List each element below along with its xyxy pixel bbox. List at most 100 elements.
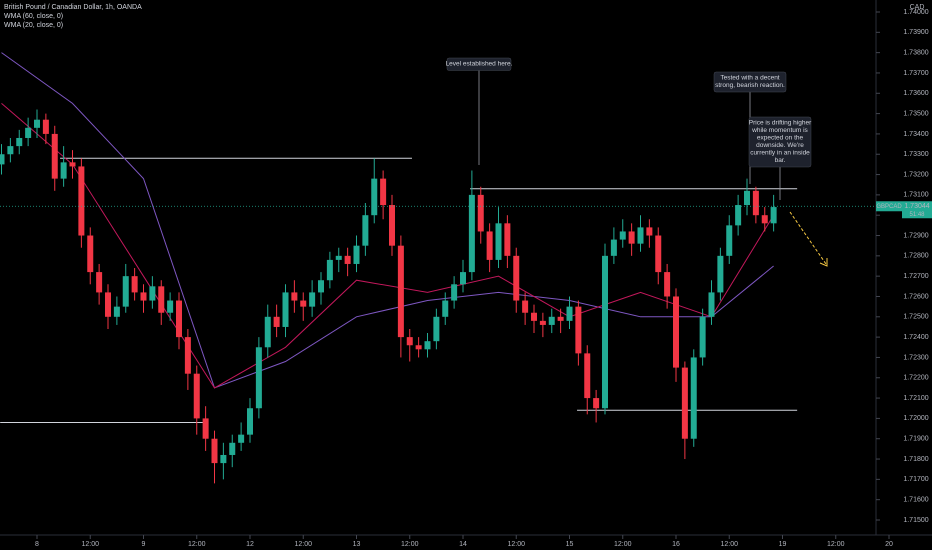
y-tick-label: 1.72600 bbox=[903, 293, 928, 300]
candle-body bbox=[486, 231, 493, 260]
candle-body bbox=[522, 300, 529, 313]
y-tick-label: 1.73300 bbox=[903, 151, 928, 158]
candle-body bbox=[309, 292, 316, 307]
countdown: 51:48 bbox=[909, 212, 925, 218]
candle-body bbox=[300, 300, 307, 307]
candle-body bbox=[744, 190, 750, 206]
candle-body bbox=[25, 127, 32, 138]
candle-body bbox=[566, 306, 573, 321]
y-tick-label: 1.73500 bbox=[903, 110, 928, 117]
candle-body bbox=[673, 296, 679, 368]
candle-body bbox=[664, 272, 671, 297]
y-tick-label: 1.72800 bbox=[903, 253, 928, 260]
y-tick-label: 1.74000 bbox=[903, 9, 928, 16]
wma-line bbox=[1, 103, 775, 389]
forecast-arrowhead bbox=[819, 258, 828, 267]
y-tick-label: 1.71600 bbox=[903, 497, 928, 504]
candle-body bbox=[344, 255, 351, 264]
annotations: Level established here. Tested with a dec… bbox=[446, 57, 828, 267]
candle-body bbox=[202, 418, 209, 439]
candle-body bbox=[380, 178, 387, 206]
candle-body bbox=[575, 306, 582, 354]
candle-body bbox=[0, 154, 5, 165]
candle-body bbox=[140, 292, 147, 301]
y-tick-label: 1.72700 bbox=[903, 273, 928, 280]
candle-body bbox=[273, 316, 280, 327]
candle-body bbox=[548, 316, 555, 325]
x-tick-label: 14 bbox=[459, 541, 467, 548]
x-tick-label: 12:00 bbox=[720, 541, 738, 548]
candle-body bbox=[531, 312, 537, 321]
x-tick-label: 12:00 bbox=[507, 541, 525, 548]
symbol-label: GBPCAD bbox=[876, 204, 902, 210]
legend-entry: WMA (60, close, 0) bbox=[4, 13, 63, 20]
candle-body bbox=[238, 434, 245, 443]
candle-body bbox=[619, 231, 626, 240]
candle-body bbox=[699, 316, 706, 358]
candle-body bbox=[610, 239, 617, 256]
y-tick-label: 1.72100 bbox=[903, 395, 928, 402]
candle-body bbox=[211, 438, 218, 464]
candle-body bbox=[655, 235, 662, 273]
price-box bbox=[902, 201, 932, 219]
candle-body bbox=[770, 207, 777, 224]
candle-body bbox=[451, 284, 458, 301]
candle-body bbox=[690, 357, 697, 439]
x-tick-label: 9 bbox=[142, 541, 146, 548]
callout-text: bar. bbox=[775, 157, 786, 164]
wma-line bbox=[1, 52, 774, 389]
candle-body bbox=[646, 227, 653, 236]
candle-body bbox=[735, 205, 742, 226]
candle-body bbox=[460, 272, 466, 285]
candle-body bbox=[122, 276, 129, 307]
candle-body bbox=[353, 245, 360, 264]
x-tick-label: 20 bbox=[885, 541, 893, 548]
x-tick-label: 12:00 bbox=[401, 541, 419, 548]
y-tick-label: 1.73800 bbox=[903, 49, 928, 56]
y-tick-label: 1.73900 bbox=[903, 29, 928, 36]
candle-body bbox=[752, 190, 759, 216]
y-tick-label: 1.73100 bbox=[903, 192, 928, 199]
callout-text: strong, bearish reaction. bbox=[715, 82, 785, 89]
header: British Pound / Canadian Dollar, 1h, OAN… bbox=[4, 4, 142, 29]
candle-body bbox=[247, 408, 253, 435]
candle-body bbox=[371, 178, 378, 216]
y-tick-label: 1.72200 bbox=[903, 375, 928, 382]
candle-body bbox=[681, 367, 688, 439]
x-tick-label: 12:00 bbox=[188, 541, 206, 548]
x-tick-label: 12:00 bbox=[81, 541, 99, 548]
y-tick-label: 1.71700 bbox=[903, 476, 928, 483]
y-tick-label: 1.72300 bbox=[903, 354, 928, 361]
candle-body bbox=[717, 255, 724, 293]
x-tick-label: 13 bbox=[353, 541, 361, 548]
candle-body bbox=[477, 194, 484, 232]
chart-title: British Pound / Canadian Dollar, 1h, OAN… bbox=[4, 4, 142, 11]
candle-body bbox=[16, 137, 23, 147]
legend-entry: WMA (20, close, 0) bbox=[4, 22, 63, 29]
candle-body bbox=[87, 235, 94, 273]
candle-body bbox=[726, 225, 733, 256]
y-tick-label: 1.72900 bbox=[903, 232, 928, 239]
candle-body bbox=[167, 300, 174, 313]
callout-text: currently in an inside bbox=[750, 150, 810, 157]
candle-body bbox=[105, 292, 111, 317]
candle-body bbox=[415, 345, 422, 350]
candle-body bbox=[593, 398, 600, 409]
symbol-box bbox=[876, 201, 902, 212]
x-tick-label: 15 bbox=[566, 541, 574, 548]
y-tick-label: 1.73700 bbox=[903, 70, 928, 77]
candle-body bbox=[131, 276, 138, 293]
candle-body bbox=[184, 337, 191, 374]
candle-body bbox=[504, 223, 511, 256]
y-tick-label: 1.71500 bbox=[903, 517, 928, 524]
candle-body bbox=[113, 306, 120, 317]
candle-body bbox=[389, 205, 395, 246]
candle-body bbox=[495, 223, 502, 260]
candle-body bbox=[264, 316, 271, 348]
currency: CAD bbox=[910, 4, 925, 11]
candle-body bbox=[51, 133, 58, 179]
candle-body bbox=[761, 215, 768, 224]
callout-text: Level established here. bbox=[446, 61, 513, 68]
